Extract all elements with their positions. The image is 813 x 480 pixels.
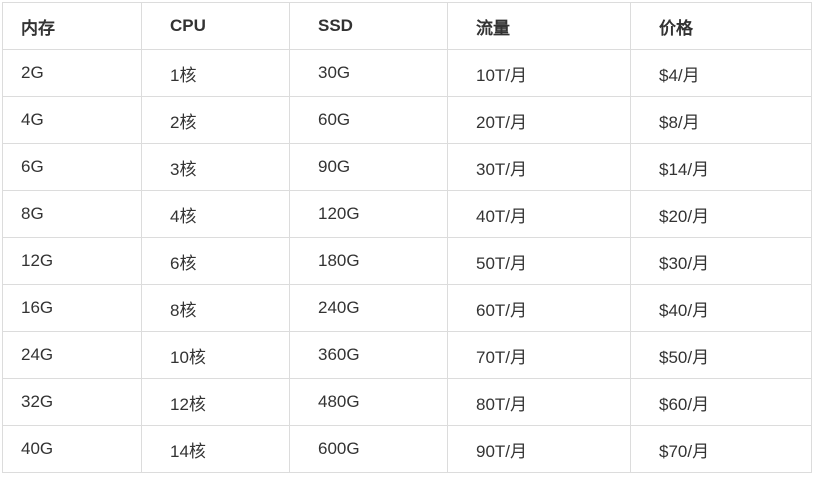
cell-price: $4/月	[630, 49, 812, 97]
table-row: 8G 4核 120G 40T/月 $20/月	[2, 190, 812, 238]
cell-ssd: 30G	[289, 49, 448, 97]
header-row: 内存 CPU SSD 流量 价格	[2, 2, 812, 50]
table-row: 24G 10核 360G 70T/月 $50/月	[2, 331, 812, 379]
cell-cpu: 12核	[141, 378, 290, 426]
cell-memory: 32G	[2, 378, 142, 426]
cell-price: $40/月	[630, 284, 812, 332]
cell-traffic: 70T/月	[447, 331, 631, 379]
cell-price: $14/月	[630, 143, 812, 191]
table-row: 2G 1核 30G 10T/月 $4/月	[2, 49, 812, 97]
cell-memory: 12G	[2, 237, 142, 285]
cell-price: $8/月	[630, 96, 812, 144]
cell-price: $70/月	[630, 425, 812, 473]
cell-traffic: 80T/月	[447, 378, 631, 426]
column-header-traffic: 流量	[447, 2, 631, 50]
table-row: 16G 8核 240G 60T/月 $40/月	[2, 284, 812, 332]
pricing-table: 内存 CPU SSD 流量 价格 2G 1核 30G 10T/月 $4/月 4G 2核 60G…	[2, 2, 812, 473]
cell-memory: 8G	[2, 190, 142, 238]
cell-traffic: 30T/月	[447, 143, 631, 191]
cell-cpu: 3核	[141, 143, 290, 191]
cell-price: $60/月	[630, 378, 812, 426]
cell-ssd: 360G	[289, 331, 448, 379]
table-row: 12G 6核 180G 50T/月 $30/月	[2, 237, 812, 285]
cell-traffic: 50T/月	[447, 237, 631, 285]
table-row: 32G 12核 480G 80T/月 $60/月	[2, 378, 812, 426]
table-row: 40G 14核 600G 90T/月 $70/月	[2, 425, 812, 473]
cell-ssd: 600G	[289, 425, 448, 473]
table-row: 6G 3核 90G 30T/月 $14/月	[2, 143, 812, 191]
cell-cpu: 10核	[141, 331, 290, 379]
cell-ssd: 240G	[289, 284, 448, 332]
column-header-memory: 内存	[2, 2, 142, 50]
cell-traffic: 10T/月	[447, 49, 631, 97]
cell-cpu: 1核	[141, 49, 290, 97]
cell-ssd: 60G	[289, 96, 448, 144]
cell-ssd: 180G	[289, 237, 448, 285]
cell-traffic: 20T/月	[447, 96, 631, 144]
cell-traffic: 90T/月	[447, 425, 631, 473]
cell-memory: 24G	[2, 331, 142, 379]
cell-cpu: 6核	[141, 237, 290, 285]
cell-price: $30/月	[630, 237, 812, 285]
cell-ssd: 480G	[289, 378, 448, 426]
cell-cpu: 2核	[141, 96, 290, 144]
cell-price: $50/月	[630, 331, 812, 379]
cell-traffic: 40T/月	[447, 190, 631, 238]
cell-price: $20/月	[630, 190, 812, 238]
cell-memory: 40G	[2, 425, 142, 473]
table-row: 4G 2核 60G 20T/月 $8/月	[2, 96, 812, 144]
cell-memory: 16G	[2, 284, 142, 332]
column-header-ssd: SSD	[289, 2, 448, 50]
cell-memory: 6G	[2, 143, 142, 191]
cell-traffic: 60T/月	[447, 284, 631, 332]
table-body: 2G 1核 30G 10T/月 $4/月 4G 2核 60G 20T/月 $8/月 6G 3核 90G 3…	[2, 49, 812, 473]
cell-ssd: 90G	[289, 143, 448, 191]
cell-memory: 2G	[2, 49, 142, 97]
cell-memory: 4G	[2, 96, 142, 144]
cell-cpu: 14核	[141, 425, 290, 473]
column-header-price: 价格	[630, 2, 812, 50]
cell-ssd: 120G	[289, 190, 448, 238]
cell-cpu: 4核	[141, 190, 290, 238]
column-header-cpu: CPU	[141, 2, 290, 50]
cell-cpu: 8核	[141, 284, 290, 332]
